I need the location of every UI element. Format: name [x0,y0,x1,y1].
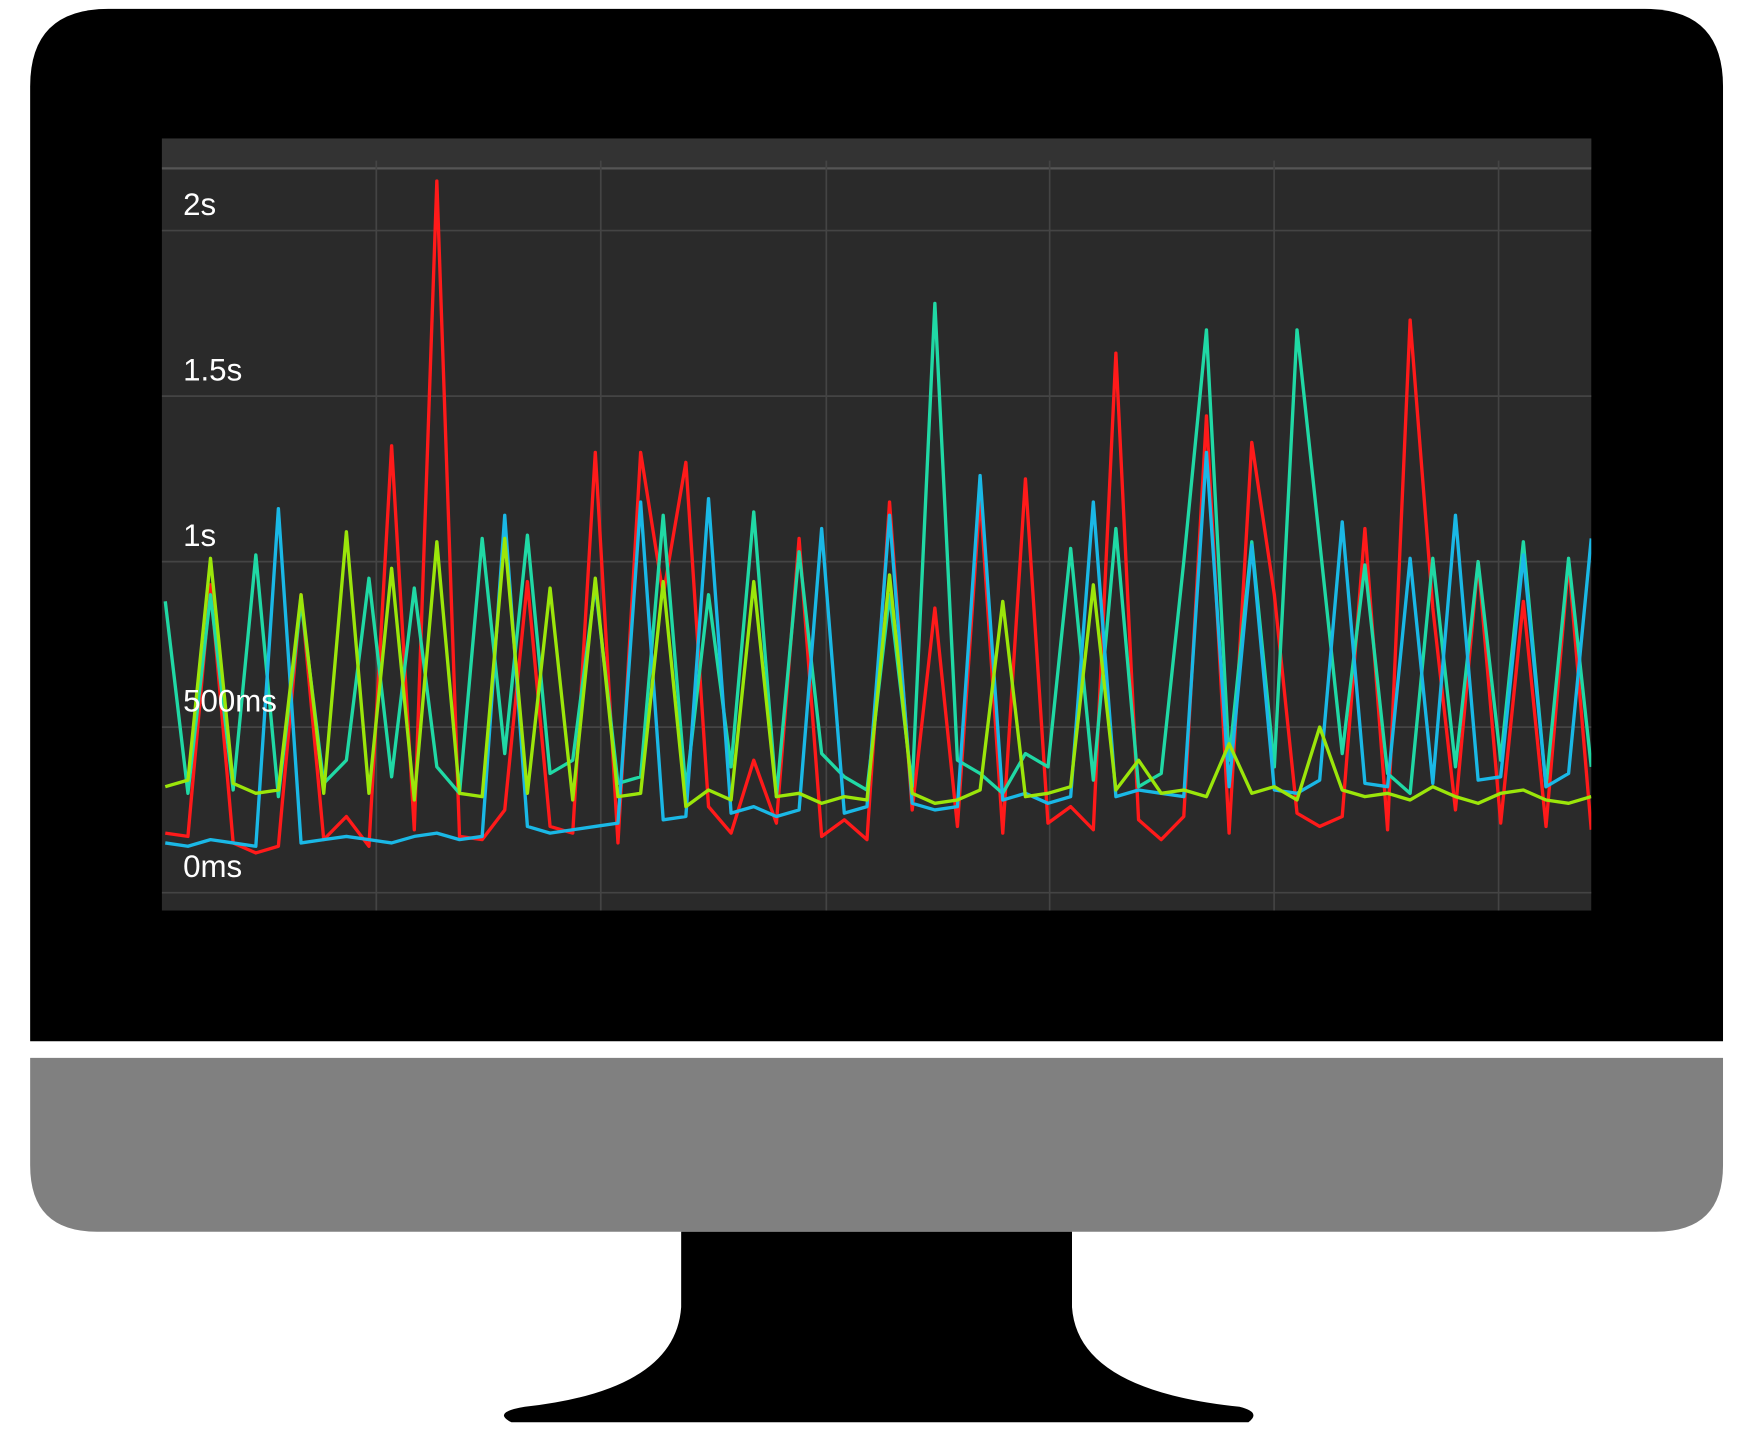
y-tick-label: 0ms [183,849,242,884]
series-line [165,450,1592,848]
monitor-chin [30,1057,1724,1232]
monitor-stand [503,1231,1254,1423]
plot [163,179,1592,855]
screen [161,138,1592,911]
series-line [164,530,1592,809]
y-tick-label: 2s [183,187,216,222]
y-tick-label: 1s [183,518,216,553]
grid [161,229,1592,894]
y-tick-label: 1.5s [183,353,242,388]
screen-header [161,138,1592,169]
y-labels: 0ms 500ms 1s 1.5s 2s [183,187,277,884]
y-tick-label: 500ms [183,684,277,719]
